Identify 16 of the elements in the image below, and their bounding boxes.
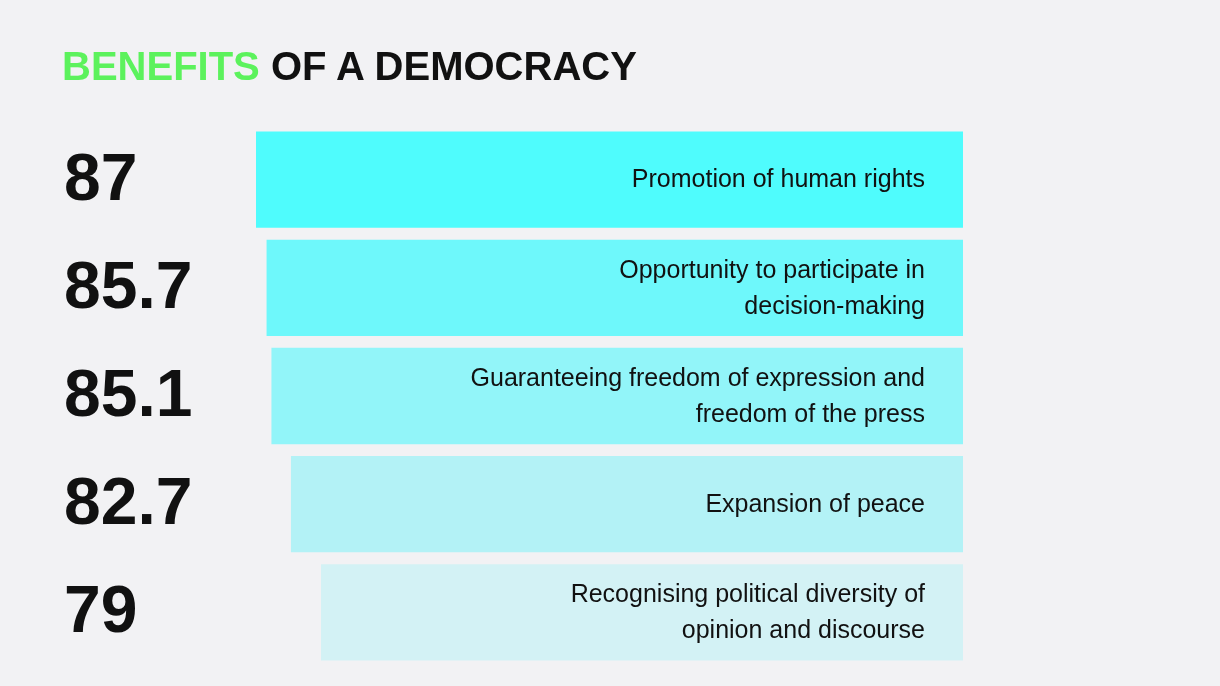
y-tick-label: Recognising political diversity of opinion and discourse bbox=[570, 579, 926, 644]
data-label: 82.7 bbox=[64, 464, 193, 539]
data-label: 87 bbox=[64, 139, 138, 214]
data-label: 79 bbox=[64, 572, 138, 647]
y-tick-label: Promotion of human rights bbox=[631, 164, 925, 193]
bar bbox=[290, 456, 963, 553]
bar bbox=[256, 131, 963, 228]
y-tick-label: Expansion of peace bbox=[705, 489, 925, 518]
chart-title: BENEFITS OF A DEMOCRACY bbox=[62, 44, 637, 89]
bar bbox=[271, 347, 963, 445]
data-label: 85.1 bbox=[64, 356, 193, 430]
bar bbox=[266, 239, 963, 336]
data-label: 85.7 bbox=[64, 247, 193, 322]
y-tick-label: Opportunity to participate in decision-making bbox=[619, 254, 925, 319]
bar bbox=[321, 564, 963, 661]
y-tick-label: Guaranteeing freedom of expression and freedom of the press bbox=[470, 362, 925, 427]
